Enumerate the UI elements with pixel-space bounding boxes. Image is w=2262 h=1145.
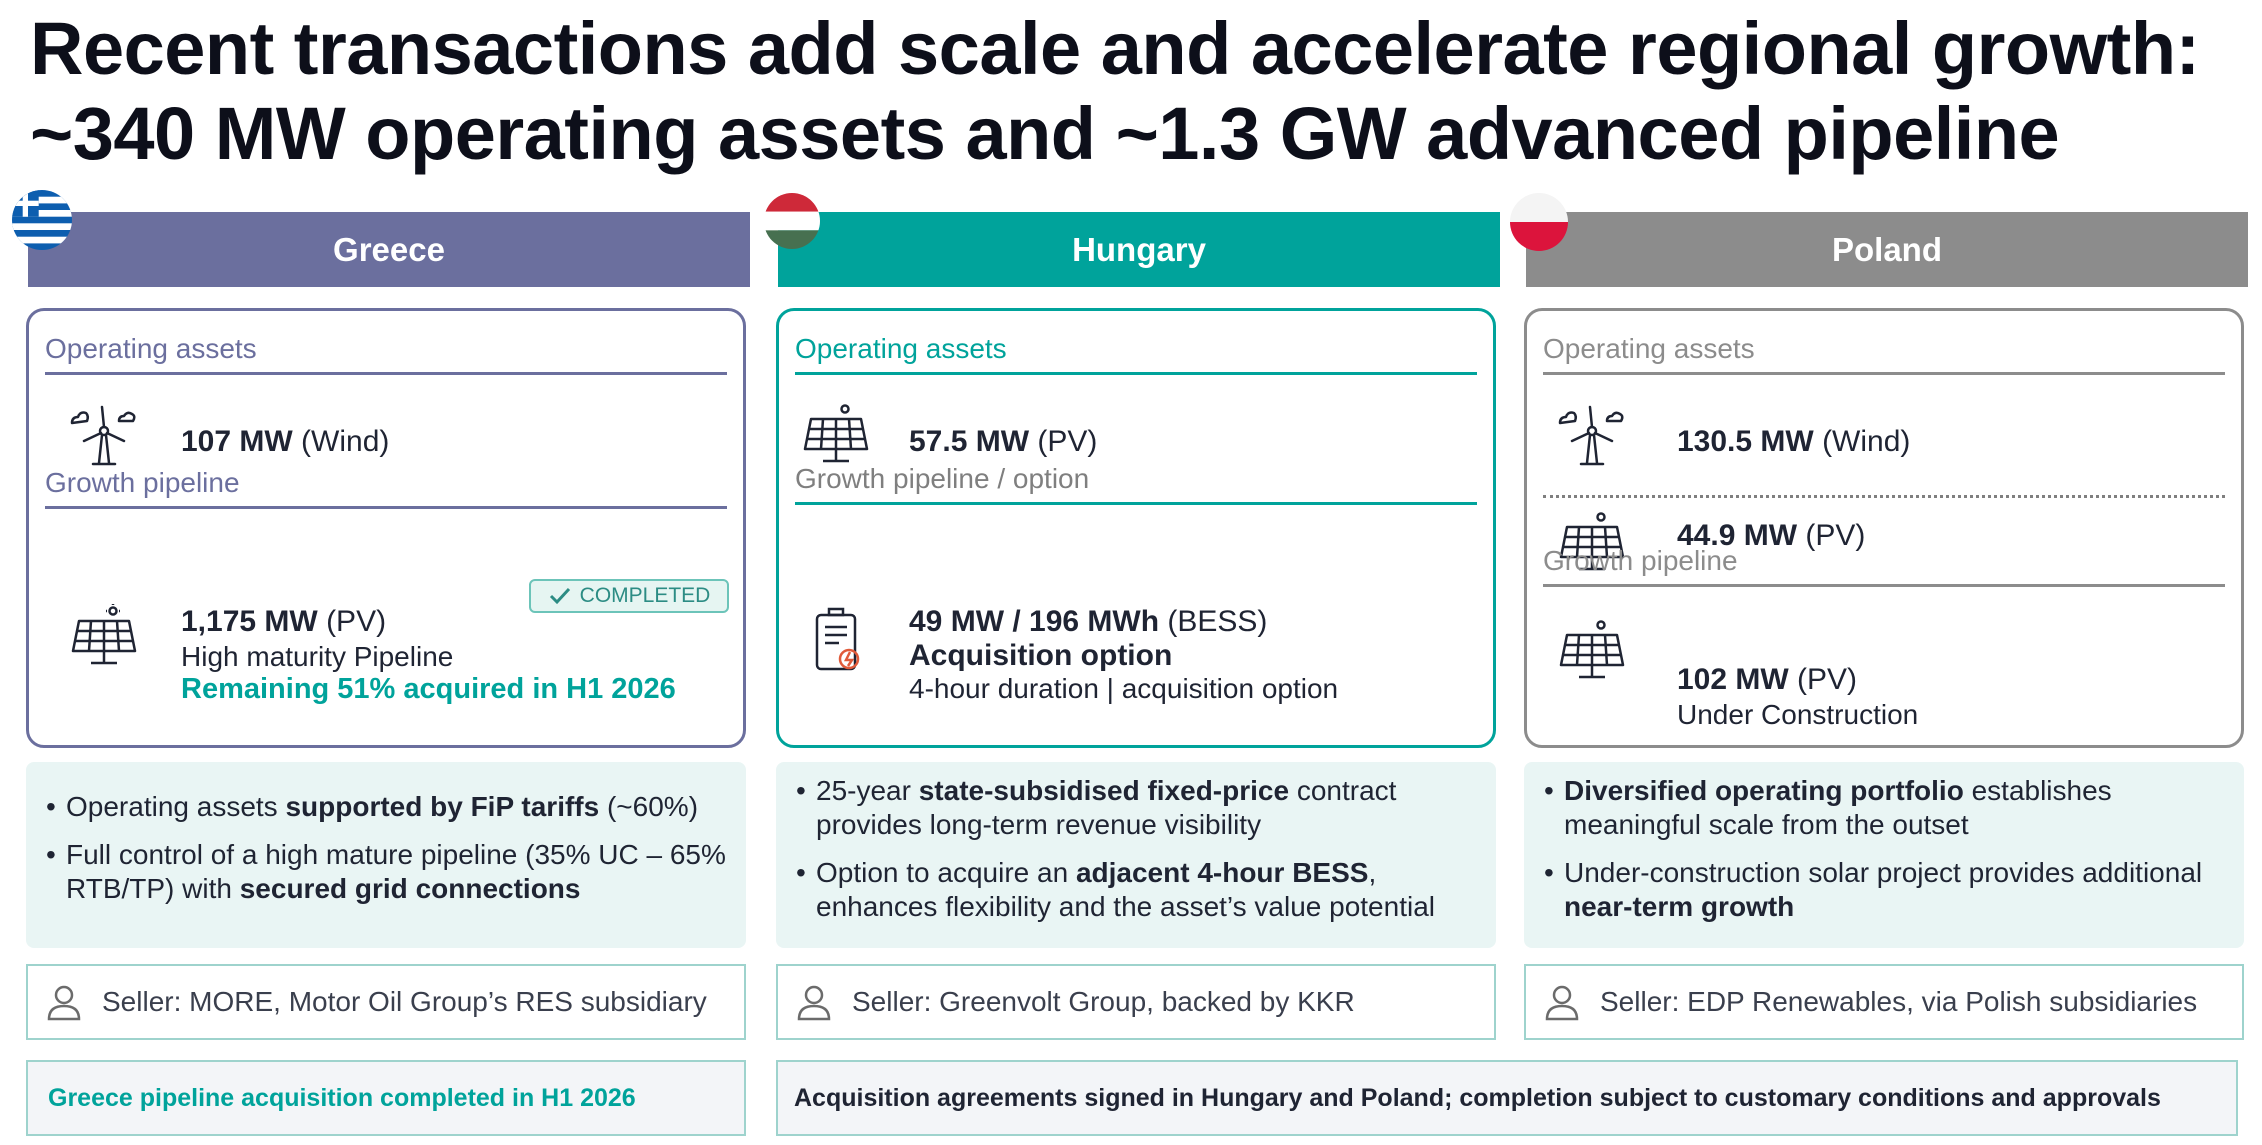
hungary-flag-icon <box>764 193 820 249</box>
greece-operating-value: 107 MW (Wind) <box>181 425 389 459</box>
hungary-bullet-2-text: Option to acquire an <box>816 857 1076 888</box>
greece-pipe-mw: 1,175 MW <box>181 605 318 638</box>
hungary-bullet-2-end: , enhances flexibility and the asset’s v… <box>816 857 1435 922</box>
greece-pipeline-sub: High maturity Pipeline <box>181 641 454 672</box>
hungary-operating-value: 57.5 MW (PV) <box>909 425 1097 459</box>
poland-op2-type: (PV) <box>1805 519 1866 552</box>
agreements-text: Acquisition agreements signed in Hungary… <box>794 1083 2161 1112</box>
poland-bullet-1-end: establishes meaningful scale from the ou… <box>1564 775 2112 840</box>
hungary-pipe-mw: 49 MW / 196 MWh <box>909 605 1160 638</box>
hungary-pipeline-bold: Acquisition option <box>909 639 1172 673</box>
hungary-acquisition-option: Acquisition option <box>909 639 1173 672</box>
greece-column: Greece Operating assets 107 MW (Wind) <box>12 0 750 1145</box>
greece-header-label: Greece <box>333 230 445 268</box>
greece-operating-label: Operating assets <box>45 333 727 375</box>
hungary-seller: Seller: Greenvolt Group, backed by KKR <box>776 964 1496 1040</box>
greece-op-mw: 107 MW <box>181 425 293 458</box>
solar-panel-icon <box>801 401 871 471</box>
poland-flag-icon <box>1510 193 1568 251</box>
greece-bullet-1-bold: supported by FiP tariffs <box>285 791 600 822</box>
poland-operating-value-1: 130.5 MW (Wind) <box>1677 425 1910 459</box>
greece-bullet-1-text: Operating assets <box>66 791 286 822</box>
wind-turbine-icon <box>1557 401 1627 471</box>
poland-pipe-type: (PV) <box>1797 663 1858 696</box>
poland-bullet-2-bold: near-term growth <box>1564 891 1795 922</box>
hungary-bullet-2-bold: adjacent 4-hour BESS <box>1075 857 1369 888</box>
solar-panel-icon <box>69 603 139 673</box>
poland-bullets: Diversified operating portfolio establis… <box>1524 762 2244 948</box>
hungary-column: Hungary Operating assets 57.5 MW (PV) Gr… <box>764 0 1500 1145</box>
completed-badge-label: COMPLETED <box>579 584 711 607</box>
greece-bullet-2-text: Full control of a high mature pipeline (… <box>66 839 726 904</box>
person-icon <box>797 985 831 1021</box>
hungary-bullet-1-bold: state-subsidised fixed-price <box>918 775 1290 806</box>
greece-bullet-1: Operating assets supported by FiP tariff… <box>44 790 728 824</box>
hungary-op-mw: 57.5 MW <box>909 425 1030 458</box>
person-icon <box>1545 985 1579 1021</box>
hungary-pipeline-label: Growth pipeline / option <box>795 463 1477 505</box>
poland-column: Poland Operating assets 130.5 MW (Wind) <box>1510 0 2248 1145</box>
hungary-pipe-type: (BESS) <box>1167 605 1268 638</box>
poland-operating-value-2: 44.9 MW (PV) <box>1677 519 1865 553</box>
poland-op2-mw: 44.9 MW <box>1677 519 1798 552</box>
poland-bullet-1: Diversified operating portfolio establis… <box>1542 774 2226 842</box>
hungary-bullets: 25-year state-subsidised fixed-price con… <box>776 762 1496 948</box>
hungary-header-label: Hungary <box>1072 230 1206 268</box>
greece-completion-text: Greece pipeline acquisition completed in… <box>48 1083 636 1112</box>
hungary-op-type: (PV) <box>1037 425 1098 458</box>
solar-panel-icon <box>1557 617 1627 687</box>
greece-bullets: Operating assets supported by FiP tariff… <box>26 762 746 948</box>
hungary-operating-label: Operating assets <box>795 333 1477 375</box>
poland-assets-box: Operating assets 130.5 MW (Wind) 44.9 M <box>1524 308 2244 748</box>
greece-op-type: (Wind) <box>301 425 390 458</box>
poland-divider <box>1543 495 2225 498</box>
poland-operating-label: Operating assets <box>1543 333 2225 375</box>
greece-pipeline-value: 1,175 MW (PV) <box>181 605 386 639</box>
greece-bullet-1-end: (~60%) <box>599 791 699 822</box>
poland-pipe-mw: 102 MW <box>1677 663 1789 696</box>
hungary-bullet-2: Option to acquire an adjacent 4-hour BES… <box>794 856 1478 924</box>
hungary-pipeline-value: 49 MW / 196 MWh (BESS) <box>909 605 1267 639</box>
title-line-2: ~340 MW operating assets and ~1.3 GW adv… <box>30 92 2060 175</box>
battery-icon <box>809 607 865 673</box>
greece-seller-text: Seller: MORE, Motor Oil Group’s RES subs… <box>102 986 707 1017</box>
greece-bullet-2: Full control of a high mature pipeline (… <box>44 838 728 906</box>
person-icon <box>47 985 81 1021</box>
greece-seller: Seller: MORE, Motor Oil Group’s RES subs… <box>26 964 746 1040</box>
poland-op1-type: (Wind) <box>1822 425 1911 458</box>
hungary-pipeline-sub: 4-hour duration | acquisition option <box>909 673 1339 704</box>
poland-op1-mw: 130.5 MW <box>1677 425 1814 458</box>
solar-panel-icon <box>1557 509 1627 579</box>
hungary-bullet-1-text: 25-year <box>816 775 919 806</box>
greece-completion-note: Greece pipeline acquisition completed in… <box>26 1060 746 1136</box>
hungary-header: Hungary <box>778 212 1500 287</box>
greece-flag-icon <box>12 190 72 250</box>
poland-header: Poland <box>1526 212 2248 287</box>
greece-pipeline-highlight: Remaining 51% acquired in H1 2026 <box>181 673 676 705</box>
greece-header: Greece <box>28 212 750 287</box>
poland-pipeline-label: Growth pipeline <box>1543 545 2225 587</box>
poland-header-label: Poland <box>1831 230 1942 268</box>
wind-turbine-icon <box>69 401 139 471</box>
poland-bullet-1-bold: Diversified operating portfolio <box>1564 775 1964 806</box>
completed-badge: COMPLETED <box>529 579 729 613</box>
poland-bullet-2: Under-construction solar project provide… <box>1542 856 2226 924</box>
agreements-note: Acquisition agreements signed in Hungary… <box>776 1060 2238 1136</box>
greece-pipeline-label: Growth pipeline <box>45 467 727 509</box>
hungary-bullet-1-end: contract provides long-term revenue visi… <box>816 775 1397 840</box>
check-icon <box>549 587 570 605</box>
hungary-assets-box: Operating assets 57.5 MW (PV) Growth pip… <box>776 308 1496 748</box>
greece-pipe-type: (PV) <box>326 605 387 638</box>
title-line-1: Recent transactions add scale and accele… <box>30 7 2200 90</box>
poland-pipeline-sub: Under Construction <box>1677 699 1919 730</box>
poland-seller-text: Seller: EDP Renewables, via Polish subsi… <box>1600 986 2198 1017</box>
page-title: Recent transactions add scale and accele… <box>30 6 2230 176</box>
poland-seller: Seller: EDP Renewables, via Polish subsi… <box>1524 964 2244 1040</box>
hungary-bullet-1: 25-year state-subsidised fixed-price con… <box>794 774 1478 842</box>
greece-assets-box: Operating assets 107 MW (Wind) Growth pi… <box>26 308 746 748</box>
hungary-seller-text: Seller: Greenvolt Group, backed by KKR <box>852 986 1355 1017</box>
greece-bullet-2-bold: secured grid connections <box>239 873 581 904</box>
poland-bullet-2-text: Under-construction solar project provide… <box>1564 857 2203 888</box>
poland-pipeline-value: 102 MW (PV) <box>1677 663 1857 697</box>
